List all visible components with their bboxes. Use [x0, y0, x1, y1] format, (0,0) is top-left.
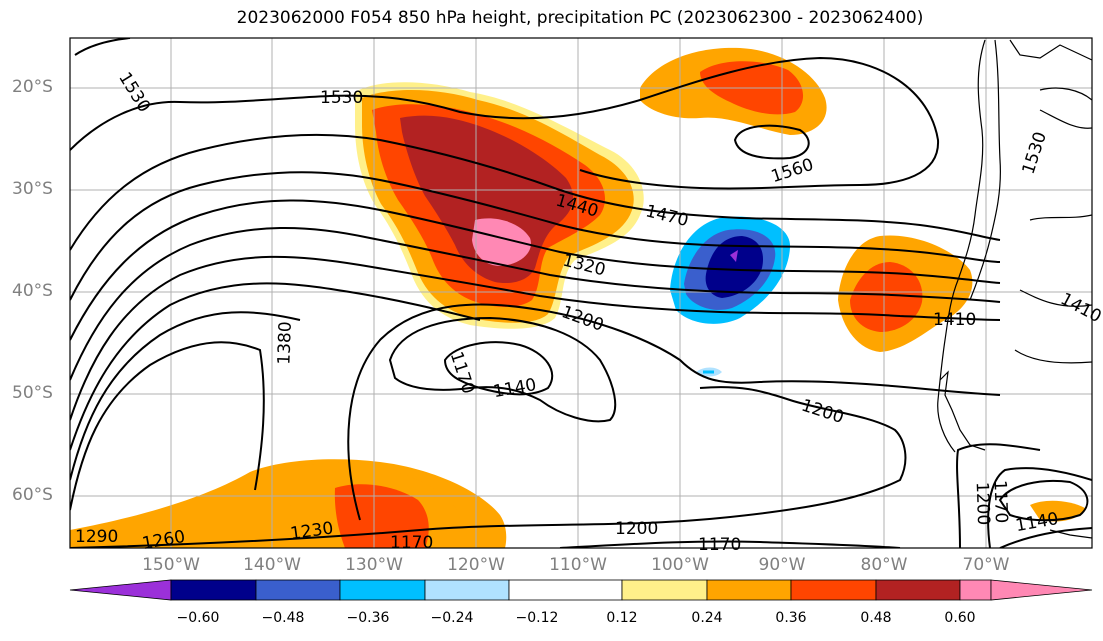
lon-label: 130°W [345, 555, 403, 575]
colorbar-segment [790, 579, 877, 601]
colorbar-segment [339, 579, 426, 601]
contour-label: 1530 [1019, 129, 1051, 176]
colorbar-tick-label: −0.48 [261, 610, 305, 626]
lon-label: 140°W [243, 555, 301, 575]
coastline [937, 39, 1092, 539]
contour-label: 1200 [559, 302, 606, 336]
colorbar-extend-max [990, 579, 1093, 601]
plot-frame [69, 37, 1093, 549]
colorbar-tick-label: −0.24 [430, 610, 474, 626]
colorbar-tick-label: 0.60 [944, 610, 976, 626]
colorbar-tick-label: 0.36 [775, 610, 807, 626]
contour-label: 1140 [492, 375, 538, 402]
colorbar-segment [875, 579, 961, 601]
colorbar [69, 579, 1093, 601]
colorbar-tick-label: 0.48 [860, 610, 892, 626]
contour-label: 1560 [769, 155, 816, 187]
colorbar-segment [706, 579, 792, 601]
lon-label: 70°W [962, 555, 1010, 575]
lon-label: 110°W [549, 555, 607, 575]
contour-label: 1170 [390, 533, 433, 553]
colorbar-tick-label: 0.12 [606, 610, 638, 626]
contour-label: 1530 [320, 88, 363, 108]
contour-label: 1200 [799, 396, 846, 428]
contour-label: 1380 [274, 321, 295, 365]
contour-label: 1320 [561, 251, 608, 281]
lat-label: 60°S [12, 485, 53, 505]
colorbar-segment [424, 579, 510, 601]
colorbar-segment [170, 579, 257, 601]
precip-positive-region-central [355, 82, 644, 329]
map-grid [70, 38, 1092, 548]
lon-label: 80°W [860, 555, 908, 575]
lon-label: 90°W [758, 555, 806, 575]
lon-label: 120°W [447, 555, 505, 575]
lat-label: 30°S [12, 179, 53, 199]
colorbar-segment [255, 579, 341, 601]
contour-label: 1410 [1057, 289, 1103, 327]
height-contours [70, 38, 1092, 548]
contour-label: 1530 [114, 69, 154, 116]
colorbar-segment [621, 579, 708, 601]
colorbar-tick-label: 0.24 [691, 610, 723, 626]
colorbar-extend-min [69, 579, 172, 601]
colorbar-tick-label: −0.12 [515, 610, 559, 626]
lon-label: 150°W [142, 555, 200, 575]
contour-label: 1290 [75, 527, 118, 547]
lat-label: 40°S [12, 281, 53, 301]
contour-label: 1170 [990, 480, 1011, 524]
colorbar-segment [508, 579, 623, 601]
contour-label: 1410 [933, 310, 976, 330]
map-title: 2023062000 F054 850 hPa height, precipit… [236, 8, 924, 28]
lon-label: 100°W [651, 555, 709, 575]
contour-label: 1470 [644, 201, 691, 231]
colorbar-tick-label: −0.60 [176, 610, 220, 626]
contour-label: 1200 [972, 482, 993, 526]
colorbar-tick-label: −0.36 [346, 610, 390, 626]
lat-label: 50°S [12, 383, 53, 403]
lat-label: 20°S [12, 77, 53, 97]
colorbar-segment [959, 579, 992, 601]
precip-negative-region [670, 216, 791, 377]
contour-label: 1200 [615, 519, 658, 539]
contour-label: 1170 [698, 535, 741, 555]
